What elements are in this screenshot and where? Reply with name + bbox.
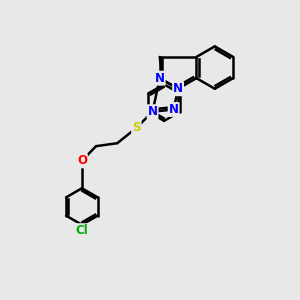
Text: N: N <box>173 82 183 95</box>
Text: Cl: Cl <box>76 224 88 237</box>
Text: N: N <box>169 103 179 116</box>
Text: O: O <box>77 154 87 167</box>
Text: S: S <box>132 122 141 134</box>
Text: N: N <box>155 72 165 85</box>
Text: N: N <box>148 105 158 118</box>
